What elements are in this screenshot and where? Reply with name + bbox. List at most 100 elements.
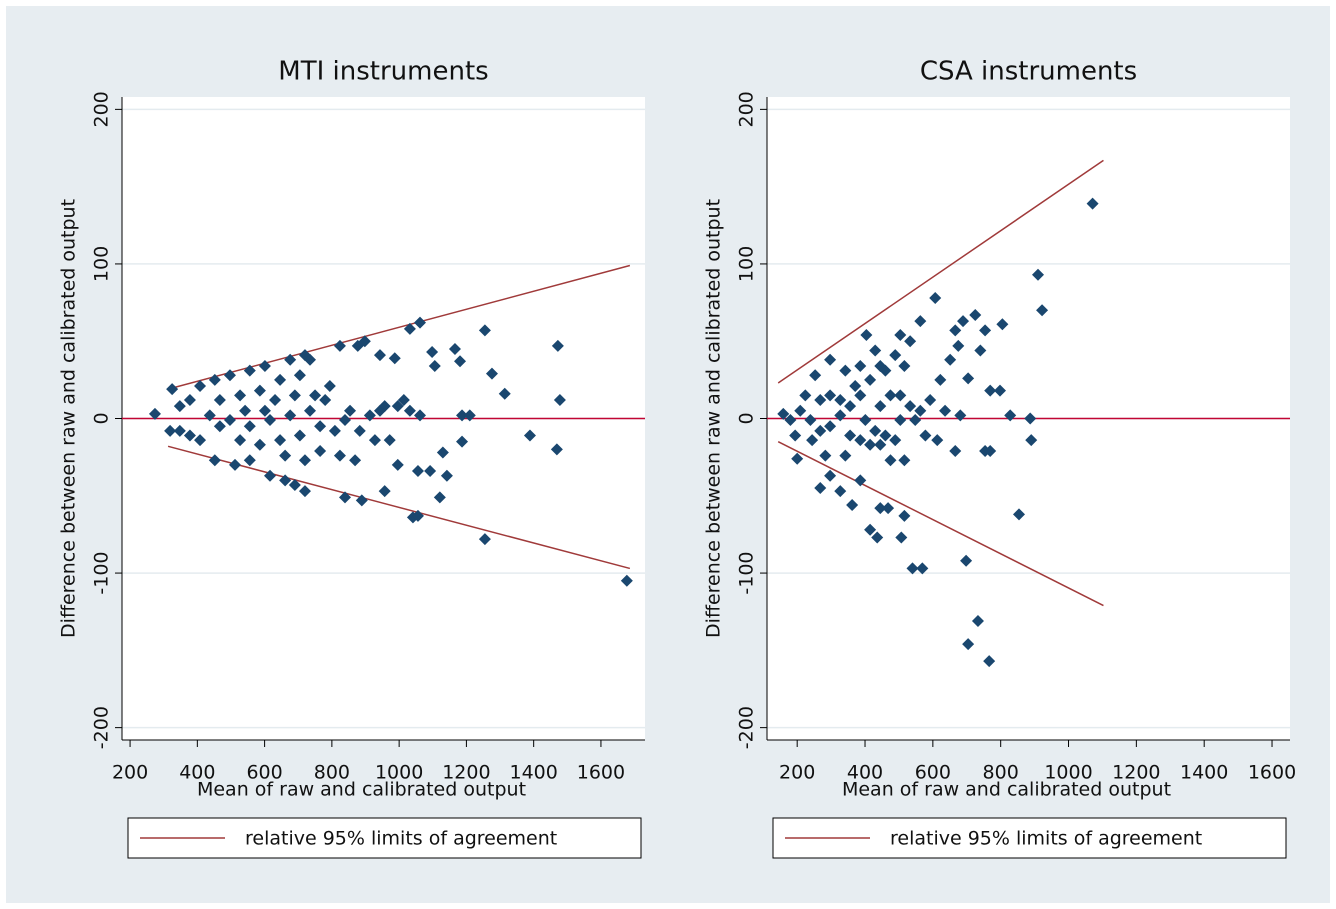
x-axis-title: Mean of raw and calibrated output bbox=[842, 779, 1171, 801]
point bbox=[949, 324, 962, 337]
point bbox=[864, 438, 877, 451]
point bbox=[314, 420, 327, 433]
point bbox=[304, 353, 317, 366]
point bbox=[485, 367, 498, 380]
point bbox=[333, 449, 346, 462]
x-tick-label: 1200 bbox=[1112, 762, 1160, 784]
point bbox=[208, 454, 221, 467]
point bbox=[824, 353, 837, 366]
point bbox=[844, 400, 857, 413]
y-tick-label: 200 bbox=[736, 91, 758, 127]
x-tick-label: 1600 bbox=[1248, 762, 1296, 784]
point bbox=[894, 329, 907, 342]
x-tick-label: 1000 bbox=[375, 762, 423, 784]
point bbox=[263, 414, 276, 427]
point bbox=[919, 429, 932, 442]
point bbox=[834, 393, 847, 406]
point bbox=[620, 574, 633, 587]
point bbox=[194, 380, 207, 393]
point bbox=[1004, 409, 1017, 422]
point bbox=[253, 438, 266, 451]
point bbox=[871, 531, 884, 544]
point bbox=[929, 291, 942, 304]
point bbox=[391, 400, 404, 413]
point bbox=[203, 409, 216, 422]
point bbox=[349, 454, 362, 467]
point bbox=[884, 389, 897, 402]
point bbox=[1024, 412, 1037, 425]
y-axis-title: Difference between raw and calibrated ou… bbox=[58, 199, 80, 638]
point bbox=[854, 474, 867, 487]
y-tick-label: -100 bbox=[736, 552, 758, 595]
point bbox=[864, 373, 877, 386]
point bbox=[869, 344, 882, 357]
point bbox=[960, 554, 973, 567]
point bbox=[904, 335, 917, 348]
point bbox=[894, 389, 907, 402]
point bbox=[258, 404, 271, 417]
point bbox=[166, 383, 179, 396]
point bbox=[794, 404, 807, 417]
point bbox=[456, 435, 469, 448]
x-tick-label: 800 bbox=[314, 762, 350, 784]
point bbox=[824, 469, 837, 482]
point bbox=[456, 409, 469, 422]
point bbox=[223, 414, 236, 427]
chart-title: MTI instruments bbox=[278, 57, 488, 87]
point bbox=[426, 346, 439, 359]
point bbox=[164, 424, 177, 437]
point bbox=[383, 434, 396, 447]
y-tick-label: 200 bbox=[91, 91, 113, 127]
point bbox=[293, 369, 306, 382]
point bbox=[353, 424, 366, 437]
point bbox=[882, 502, 895, 515]
point bbox=[523, 429, 536, 442]
point bbox=[388, 352, 401, 365]
point bbox=[319, 393, 332, 406]
point bbox=[898, 509, 911, 522]
point bbox=[952, 339, 965, 352]
point bbox=[363, 409, 376, 422]
point bbox=[243, 454, 256, 467]
point bbox=[173, 424, 186, 437]
point bbox=[338, 491, 351, 504]
point bbox=[284, 353, 297, 366]
point bbox=[1013, 508, 1026, 521]
point bbox=[789, 429, 802, 442]
point bbox=[183, 429, 196, 442]
point bbox=[834, 409, 847, 422]
x-tick-label: 1200 bbox=[442, 762, 490, 784]
point bbox=[373, 404, 386, 417]
point bbox=[274, 373, 287, 386]
point bbox=[806, 434, 819, 447]
point bbox=[939, 404, 952, 417]
point bbox=[269, 393, 282, 406]
legend-label: relative 95% limits of agreement bbox=[890, 828, 1202, 850]
limit-line bbox=[167, 264, 631, 390]
point bbox=[148, 407, 161, 420]
point bbox=[355, 494, 368, 507]
point bbox=[879, 429, 892, 442]
point bbox=[478, 324, 491, 337]
limit-line bbox=[167, 445, 631, 570]
point bbox=[944, 353, 957, 366]
point bbox=[223, 369, 236, 382]
point bbox=[884, 454, 897, 467]
point bbox=[909, 414, 922, 427]
x-tick-label: 800 bbox=[983, 762, 1019, 784]
point bbox=[894, 414, 907, 427]
point bbox=[824, 420, 837, 433]
point bbox=[478, 533, 491, 546]
y-tick-label: 0 bbox=[91, 412, 113, 424]
point bbox=[889, 349, 902, 362]
point bbox=[424, 465, 437, 478]
point bbox=[239, 404, 252, 417]
point bbox=[378, 485, 391, 498]
point bbox=[183, 393, 196, 406]
point bbox=[916, 562, 929, 575]
point bbox=[413, 409, 426, 422]
point bbox=[809, 369, 822, 382]
point bbox=[1036, 304, 1049, 317]
point bbox=[904, 400, 917, 413]
